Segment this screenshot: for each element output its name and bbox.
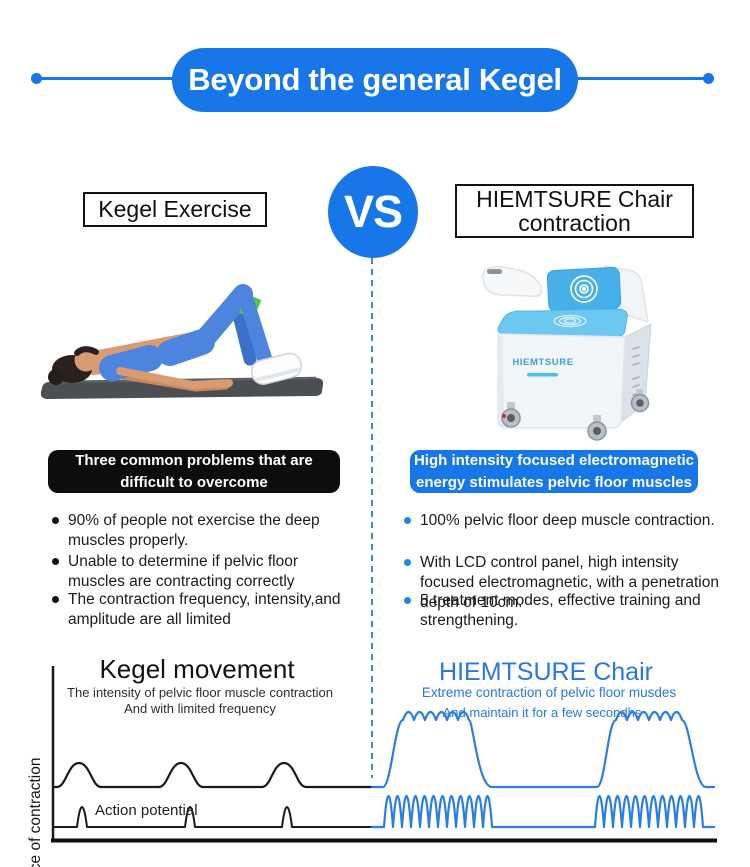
chair-action-potential-curve [370,794,716,829]
bullet-dot [404,517,411,524]
dashed-center-divider [371,258,373,778]
benefit-label: High intensity focused electromagnetic e… [410,450,698,493]
chair-bullet-3: 5 treatment modes, effective training an… [404,591,724,631]
benefit-label-line2: energy stimulates pelvic floor muscles [416,473,692,491]
bullet-dot [404,559,411,566]
bullet-text: 90% of people not exercise the deep musc… [68,512,320,549]
kegel-chart-sub2: And with limited frequency [124,701,276,716]
bullet-text: With LCD control panel, high intensity f… [420,554,719,611]
bullet-dot [404,597,411,604]
chair-brand-text: HIEMTSURE [512,357,573,368]
banner-dot-left [31,73,42,84]
vs-badge: VS [328,166,418,258]
kegel-bullet-1: 90% of people not exercise the deep musc… [52,511,340,551]
kegel-header-box: Kegel Exercise [83,192,267,227]
chair-chart-title: HIEMTSURE Chair [439,658,653,686]
shoe [250,352,303,385]
woman-figure [48,284,303,392]
chair-device-illustration: HIEMTSURE [482,265,652,441]
banner-dot-right [703,73,714,84]
bullet-text: The contraction frequency, intensity,and… [68,591,341,628]
bullet-dot [52,596,59,603]
kegel-force-curve [51,761,374,789]
coil-icon [570,275,598,303]
chair-header-box: HIEMTSURE Chair contraction [455,184,694,238]
chair-backrest [546,267,622,312]
chair-bullet-1: 100% pelvic floor deep muscle contractio… [404,511,734,531]
bullet-text: Unable to determine if pelvic floor musc… [68,553,299,590]
problem-label-line2: difficult to overcome [120,473,268,491]
vs-label: VS [343,186,403,237]
chair-header-line2: contraction [518,210,631,236]
bullet-text: 100% pelvic floor deep muscle contractio… [420,512,715,529]
chair-force-curve [370,710,716,789]
seat-coil-pattern [553,314,587,328]
chair-wheel-front-left [501,402,521,428]
chair-chart-sub: Extreme contraction of pelvic floor musd… [422,685,677,700]
chair-wheel-right [630,389,650,413]
kegel-bullet-3: The contraction frequency, intensity,and… [52,590,352,630]
problem-label: Three common problems that are difficult… [48,450,340,493]
force-comparison-chart: Force of contraction Kegel movement The … [27,654,717,867]
chair-header-line1: HIEMTSURE Chair [476,185,673,212]
kegel-chart-sub1: The intensity of pelvic floor muscle con… [67,685,333,700]
kegel-action-potential-curve [52,806,373,828]
chair-led-bar [527,373,558,377]
chair-seat [497,308,628,338]
kegel-exercise-illustration [40,284,324,399]
chair-side-vents [631,345,641,397]
chair-wheel-front-center [587,415,607,441]
page-title: Beyond the general Kegel [188,62,562,97]
action-potential-label: Action potential [95,802,198,819]
bullet-text: 5 treatment modes, effective training an… [420,592,701,629]
problem-label-line1: Three common problems that are [75,452,313,470]
benefit-label-line1: High intensity focused electromagnetic [413,452,695,470]
chart-y-axis-label: Force of contraction [27,758,44,867]
chair-body [497,333,626,429]
kegel-header-label: Kegel Exercise [98,196,252,222]
chair-chart-note: And maintain it for a few secondhs [443,705,642,720]
chair-armrest [482,266,542,298]
banner-pill: Beyond the general Kegel [172,48,578,112]
kegel-bullet-2: Unable to determine if pelvic floor musc… [52,552,357,592]
bullet-dot [52,558,59,565]
chair-bullet-2: With LCD control panel, high intensity f… [404,553,732,612]
kegel-chart-title: Kegel movement [99,654,295,684]
bullet-dot [52,517,59,524]
